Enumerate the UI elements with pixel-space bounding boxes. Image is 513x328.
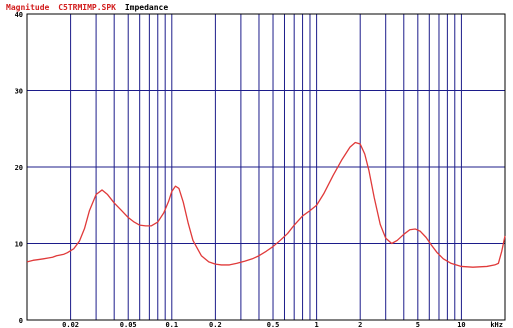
y-tick-label: 20: [15, 164, 23, 172]
y-axis-ticks: 0 10 20 30 40: [15, 11, 23, 325]
x-tick-label: 1: [315, 321, 319, 328]
y-tick-label: 0: [19, 317, 23, 325]
y-tick-label: 10: [15, 241, 23, 249]
x-tick-label: 0.5: [267, 321, 280, 328]
x-tick-label: 0.1: [165, 321, 178, 328]
chart-title: Magnitude C5TRMIMP.SPK Impedance: [6, 2, 168, 12]
x-tick-label: 5: [416, 321, 420, 328]
chart-title-file: C5TRMIMP.SPK: [58, 3, 116, 12]
y-tick-label: 40: [15, 11, 23, 19]
chart-grid: [27, 14, 505, 320]
x-tick-label: 10: [457, 321, 465, 328]
x-tick-label: 2: [358, 321, 362, 328]
y-tick-label: 30: [15, 88, 23, 96]
x-tick-label: 0.02: [62, 321, 79, 328]
chart-title-measure: Impedance: [125, 3, 169, 12]
x-tick-label: 0.05: [120, 321, 137, 328]
x-tick-label: 0.2: [209, 321, 222, 328]
series-layer: [26, 141, 506, 268]
impedance-series-line: [26, 141, 506, 268]
plot-frame: [26, 13, 506, 321]
x-tick-label: kHz: [490, 321, 503, 328]
chart-title-prefix: Magnitude: [6, 2, 50, 12]
x-axis-ticks: 0.02 0.05 0.1 0.2 0.5 1 2 5 10 kHz: [62, 321, 503, 328]
